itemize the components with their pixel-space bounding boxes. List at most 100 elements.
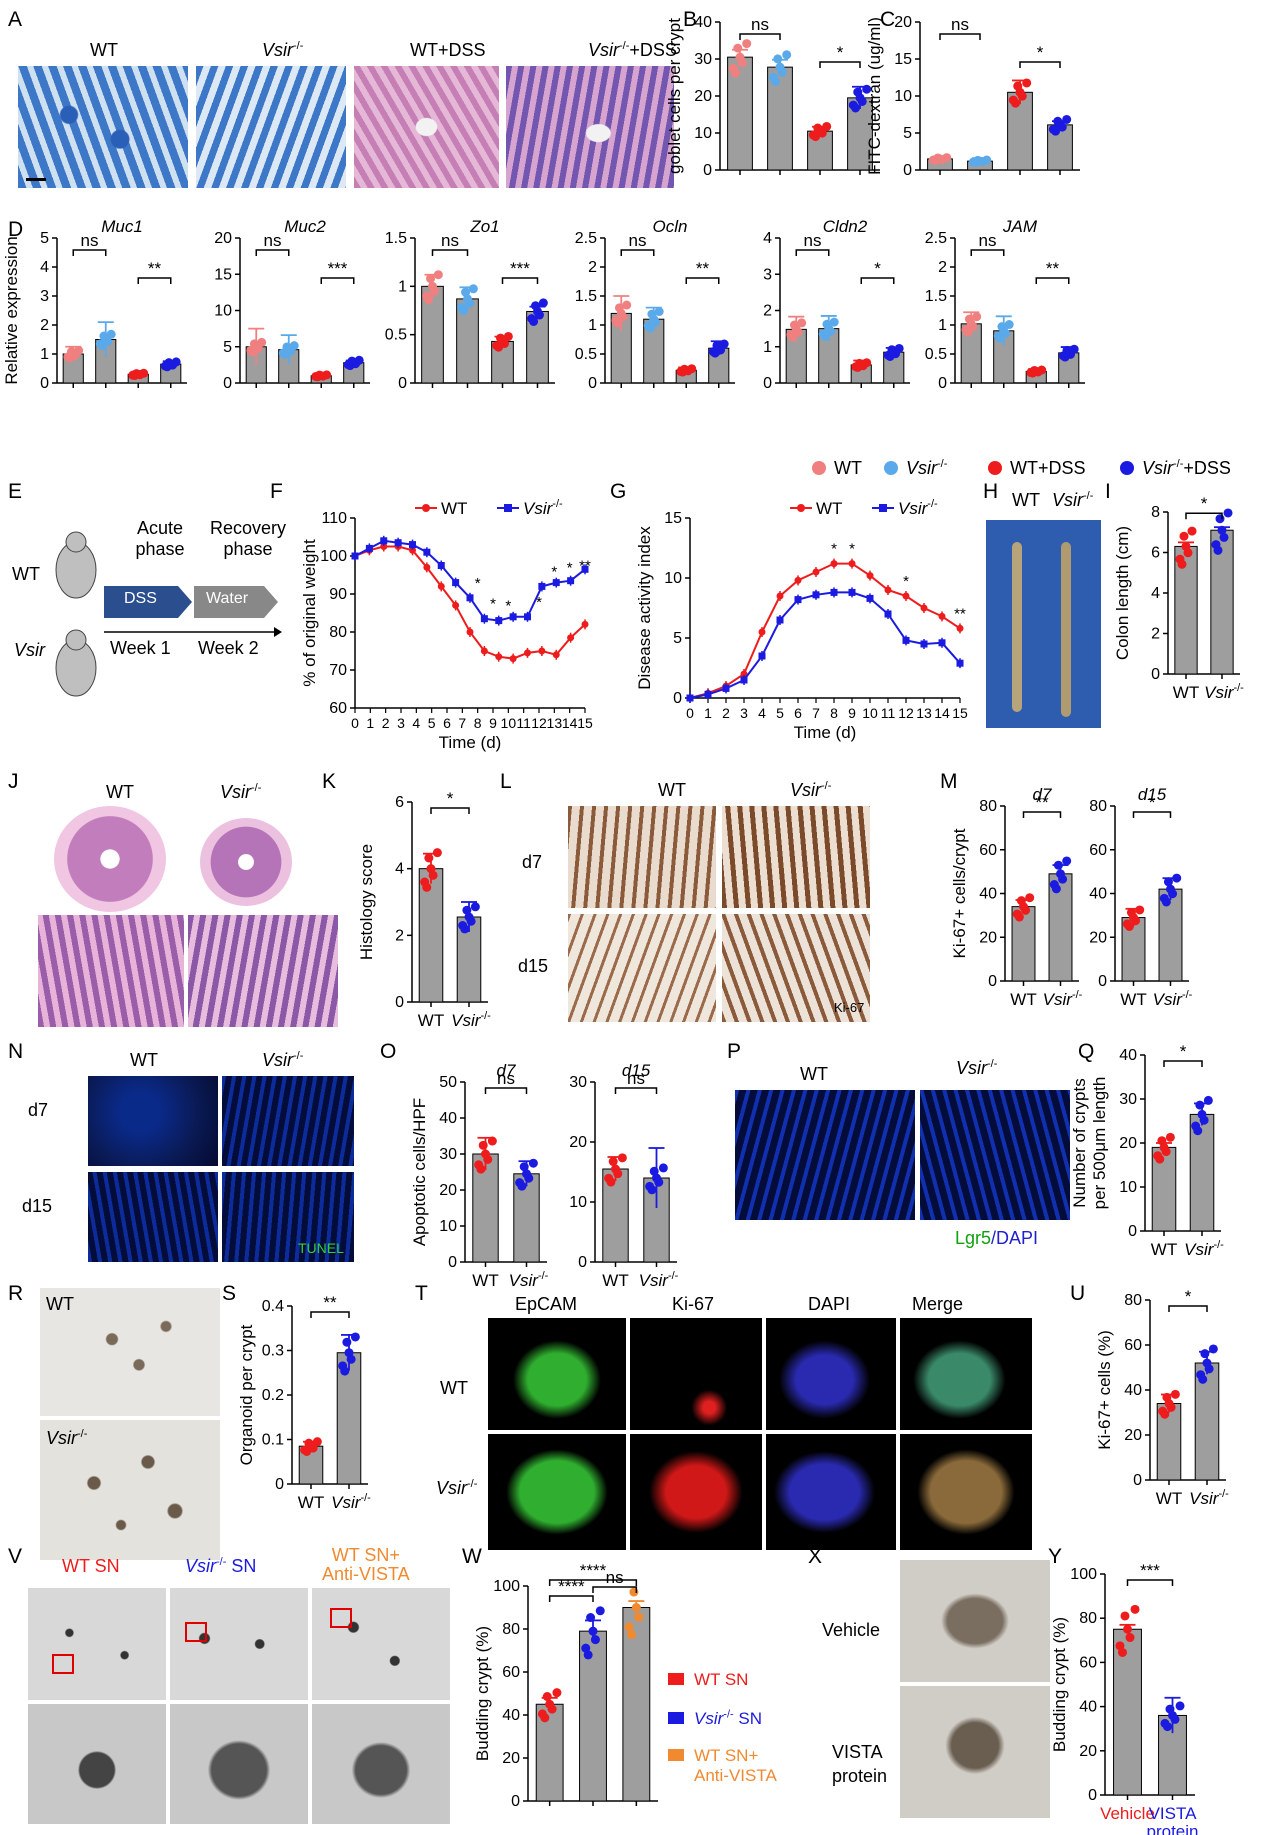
data-point xyxy=(481,1149,490,1159)
significance-bracket xyxy=(860,277,895,284)
y-tick-label: 100 xyxy=(493,1578,520,1595)
data-point xyxy=(590,1635,600,1645)
y-tick-label: 30 xyxy=(694,51,712,68)
y-tick-label: 40 xyxy=(979,886,997,903)
data-point xyxy=(995,333,1005,343)
data-point xyxy=(626,1630,636,1640)
significance-bracket xyxy=(137,277,172,284)
y-tick-label: 0.5 xyxy=(385,327,407,344)
significance-bracket xyxy=(970,249,1005,256)
data-point xyxy=(735,52,745,62)
data-point xyxy=(423,548,431,556)
y-tick-label: 0 xyxy=(1128,1223,1137,1240)
data-point xyxy=(616,308,626,318)
y-tick-label: 80 xyxy=(1089,798,1107,815)
t-wt-merge xyxy=(900,1318,1032,1430)
x-tick-label: 9 xyxy=(848,705,856,721)
y-tick-label: 20 xyxy=(694,88,712,105)
panel-letter-l: L xyxy=(500,770,512,793)
data-point xyxy=(822,121,832,131)
l-image-wt-d7 xyxy=(568,806,716,908)
significance-label: * xyxy=(536,594,542,611)
data-point xyxy=(862,84,872,94)
n-ko: Vsir-/- xyxy=(262,1050,304,1070)
y-tick-label: 40 xyxy=(1089,886,1107,903)
data-point xyxy=(517,1181,527,1191)
significance-label: ns xyxy=(979,231,997,250)
data-point xyxy=(162,362,172,372)
x-tick-label: WT xyxy=(1010,990,1036,1009)
n-d15: d15 xyxy=(22,1196,53,1216)
y-tick-label: 0.5 xyxy=(575,346,597,363)
chart-c: 0 5 10 15 20 FITC-dextran (ug/ml) ns * xyxy=(865,14,1080,179)
data-point xyxy=(971,157,981,167)
data-point xyxy=(1163,877,1173,887)
data-point xyxy=(1056,869,1065,879)
data-point xyxy=(487,1136,497,1146)
significance-label: *** xyxy=(328,259,348,278)
data-point xyxy=(866,572,874,580)
y-axis-label: Relative expression xyxy=(2,236,21,384)
y-axis-label: Budding crypt (%) xyxy=(473,1626,492,1761)
x-tick-label: WT xyxy=(602,1271,628,1290)
y-tick-label: 20 xyxy=(1119,1135,1137,1152)
x-tick-label: 0 xyxy=(351,715,359,731)
x-tick-label: 10 xyxy=(862,705,878,721)
h-wt: WT xyxy=(1012,490,1040,510)
panel-letter-e: E xyxy=(8,480,23,503)
data-point xyxy=(466,594,474,602)
legend-text: WT+DSS xyxy=(1010,458,1086,478)
data-point xyxy=(552,1688,562,1698)
x-axis-label: Time (d) xyxy=(794,723,857,742)
y-tick-label: 5 xyxy=(673,630,682,647)
panel-letter-w: W xyxy=(462,1545,482,1568)
y-tick-label: 0 xyxy=(1088,1787,1097,1804)
data-point xyxy=(920,604,928,612)
data-point xyxy=(742,39,752,49)
t-col-ki67: Ki-67 xyxy=(672,1294,715,1314)
panel-letter-n: N xyxy=(8,1040,24,1063)
data-point xyxy=(851,103,861,113)
y-tick-label: 15 xyxy=(214,266,232,283)
significance-bracket xyxy=(431,249,469,256)
y-tick-label: 80 xyxy=(1079,1610,1097,1627)
v-zoom-box-3 xyxy=(330,1608,352,1628)
chart-o1: 0 10 20 30 40 50 Apoptotic cells/HPF d7 WT Vsir-/… xyxy=(410,1061,549,1290)
l-image-ko-d7 xyxy=(722,806,870,908)
x-tick-label: Vsir-/- xyxy=(1189,1488,1229,1508)
legend-swatch xyxy=(988,461,1002,475)
data-point xyxy=(509,613,517,621)
y-tick-label: 1 xyxy=(40,346,49,363)
t-ko-merge xyxy=(900,1434,1032,1550)
data-point xyxy=(758,628,766,636)
data-point xyxy=(1055,120,1065,130)
data-point xyxy=(1198,1374,1208,1384)
data-point xyxy=(1223,508,1233,518)
data-point xyxy=(380,537,388,545)
data-point xyxy=(920,640,928,648)
data-point xyxy=(1123,1624,1132,1634)
y-tick-label: 0 xyxy=(578,1254,587,1271)
data-point xyxy=(1213,545,1223,555)
significance-bracket xyxy=(501,277,539,284)
y-tick-label: 60 xyxy=(979,842,997,859)
data-point xyxy=(509,655,517,663)
data-point xyxy=(312,1437,322,1447)
panel-letter-u: U xyxy=(1070,1282,1086,1305)
legend-swatch xyxy=(812,461,826,475)
panel-letter-t: T xyxy=(415,1282,428,1305)
y-tick-label: 2 xyxy=(395,927,404,944)
x-tick-label: 7 xyxy=(812,705,820,721)
x-tick-label: 12 xyxy=(898,705,914,721)
a-label-ko: Vsir-/- xyxy=(262,40,304,60)
y-tick-label: 30 xyxy=(1119,1091,1137,1108)
significance-label: * xyxy=(903,573,909,590)
x-tick-label: Vsir-/- xyxy=(639,1270,679,1290)
x-image-vista xyxy=(900,1686,1050,1818)
data-point xyxy=(459,306,469,316)
data-point xyxy=(966,319,976,329)
y-tick-label: 60 xyxy=(1079,1654,1097,1671)
significance-label: * xyxy=(831,541,837,558)
data-point xyxy=(344,1348,354,1358)
y-tick-label: 80 xyxy=(502,1621,520,1638)
